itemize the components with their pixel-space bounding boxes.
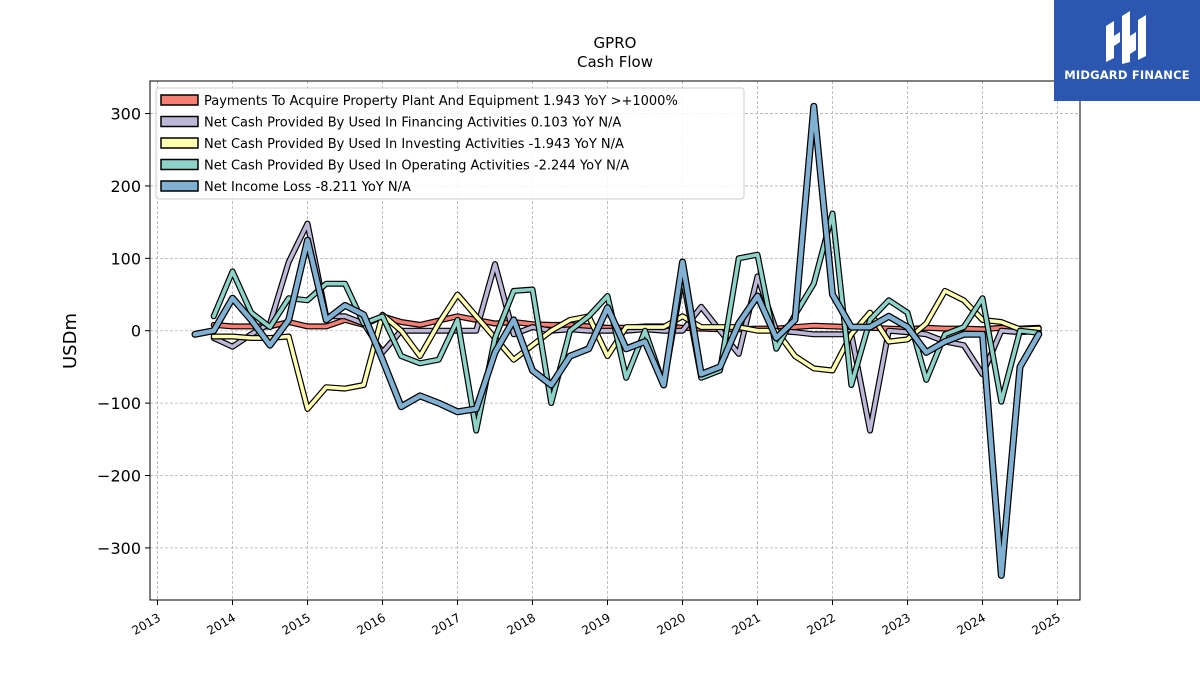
series-line-3 (210, 287, 1042, 412)
y-tick-label: −300 (97, 539, 141, 558)
x-tick-label: 2018 (505, 610, 538, 637)
series-line-fill (192, 104, 1042, 578)
legend-swatch (160, 137, 199, 149)
y-tick-label: 300 (110, 105, 141, 124)
legend-entry-label: Net Cash Provided By Used In Operating A… (204, 159, 629, 174)
legend-swatch (160, 94, 199, 106)
legend-swatch (160, 115, 199, 128)
series-line-5 (191, 102, 1043, 579)
legend-entry-label: Payments To Acquire Property Plant And E… (204, 94, 678, 109)
y-tick-label: −200 (97, 466, 141, 485)
brand-logo: MIDGARD FINANCE (1054, 0, 1200, 101)
x-tick-label: 2023 (880, 610, 913, 637)
x-tick-label: 2014 (205, 610, 238, 637)
plot-frame (149, 80, 1081, 601)
midgard-mh-logo-icon (1106, 11, 1146, 64)
legend: Payments To Acquire Property Plant And E… (155, 87, 745, 200)
legend-swatch (160, 158, 199, 171)
x-tick-label: 2020 (655, 610, 688, 637)
x-tick-label: 2015 (280, 610, 313, 637)
legend-entry-label: Net Cash Provided By Used In Investing A… (204, 137, 624, 152)
legend-entry-label: Net Income Loss -8.211 YoY N/A (204, 180, 411, 195)
x-tick-label: 2025 (1030, 610, 1063, 637)
x-tick-label: 2016 (355, 610, 388, 637)
y-tick-label: −100 (97, 394, 141, 413)
x-tick-label: 2013 (130, 610, 163, 637)
legend-swatch (160, 180, 199, 192)
y-tick-label: 100 (110, 249, 141, 268)
x-tick-label: 2021 (730, 610, 763, 637)
series-line-fill (211, 211, 1041, 433)
legend-box (155, 87, 745, 200)
series-line-fill (211, 289, 1041, 411)
x-tick-label: 2017 (430, 610, 463, 637)
y-axis-label: USDm (60, 313, 81, 369)
chart-subtitle: Cash Flow (577, 53, 653, 71)
x-tick-label: 2022 (805, 610, 838, 637)
legend-entry-label: Net Cash Provided By Used In Financing A… (204, 116, 621, 131)
brand-name: MIDGARD FINANCE (1064, 68, 1190, 82)
series-line-4 (210, 210, 1042, 434)
x-tick-label: 2024 (955, 610, 988, 637)
series-lines (191, 102, 1043, 579)
y-tick-label: 200 (110, 177, 141, 196)
y-tick-label: 0 (131, 322, 141, 341)
chart-title: GPRO (594, 34, 637, 52)
x-tick-label: 2019 (580, 610, 613, 637)
